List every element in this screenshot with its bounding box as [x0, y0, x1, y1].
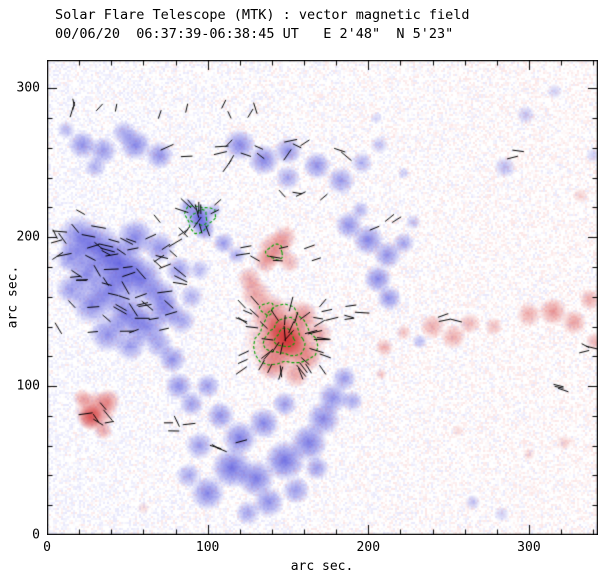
x-axis-title: arc sec. — [290, 559, 354, 574]
chart-subtitle: 00/06/20 06:37:39-06:38:45 UT E 2'48" N … — [55, 26, 454, 42]
y-tick-label: 300 — [16, 80, 40, 96]
y-tick-label: 200 — [16, 229, 40, 245]
x-tick-label: 0 — [43, 540, 51, 555]
y-tick-label: 0 — [32, 527, 40, 543]
x-tick-label: 200 — [356, 540, 381, 555]
y-tick-label: 100 — [16, 378, 40, 394]
chart-title: Solar Flare Telescope (MTK) : vector mag… — [55, 7, 470, 23]
x-tick-label: 300 — [517, 540, 541, 555]
y-axis-title: arc sec. — [5, 265, 21, 329]
field-canvas — [47, 60, 598, 535]
x-tick-label: 100 — [195, 540, 220, 555]
